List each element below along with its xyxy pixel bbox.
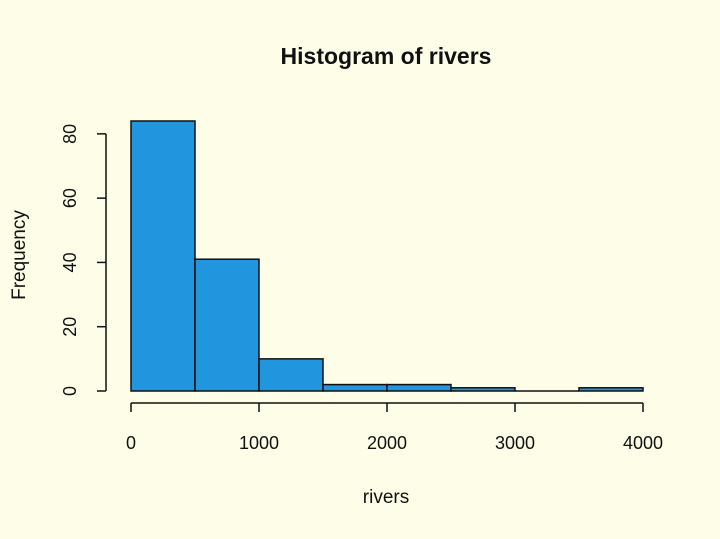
x-tick-label: 4000 [623,433,663,453]
y-tick-label: 60 [60,188,80,208]
y-tick-label: 80 [60,124,80,144]
x-tick-label: 3000 [495,433,535,453]
histogram-bar [386,383,452,392]
histogram-bar [450,387,516,392]
y-tick-label: 40 [60,252,80,272]
x-tick-label: 1000 [239,433,279,453]
histogram-bar [194,258,260,392]
histogram-bar [578,387,644,392]
x-axis-title: rivers [363,487,409,508]
y-tick-label: 0 [60,386,80,396]
histogram-bar [130,120,196,392]
x-axis: 0 1000 2000 3000 4000 [126,402,663,453]
y-tick-label: 20 [60,317,80,337]
histogram-bar [322,383,388,392]
y-axis-title: Frequency [9,210,30,300]
chart-title: Histogram of rivers [281,43,492,69]
histogram-bar [258,358,324,392]
y-axis: 0 20 40 60 80 [60,124,107,396]
x-tick-label: 0 [126,433,136,453]
bars-group [130,120,644,392]
x-tick-label: 2000 [367,433,407,453]
